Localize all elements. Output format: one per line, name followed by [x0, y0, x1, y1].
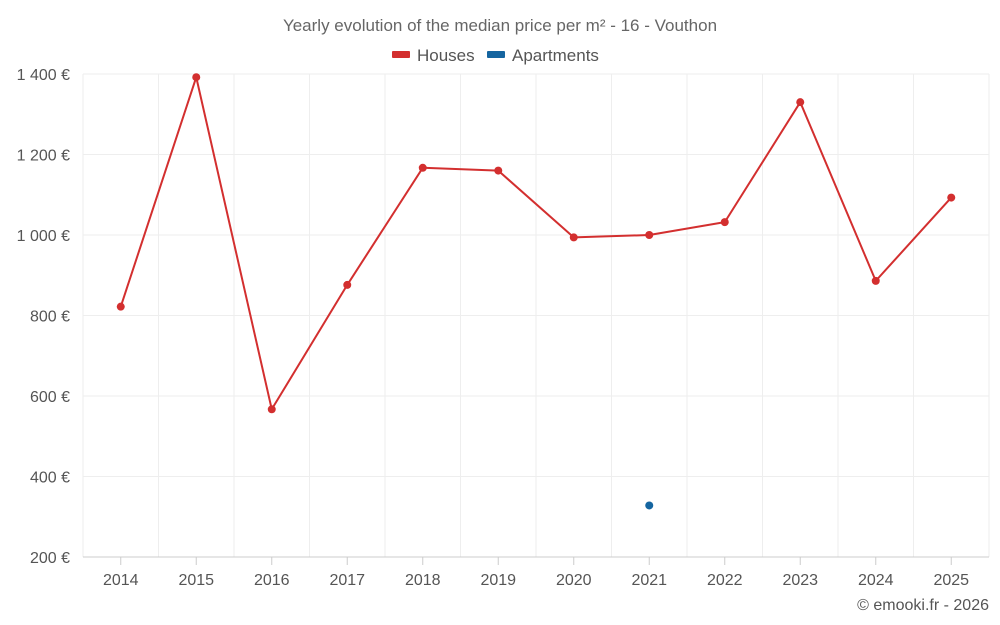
- x-tick-label: 2014: [103, 572, 139, 589]
- data-point-houses[interactable]: [871, 276, 880, 285]
- series-layer: [116, 73, 956, 510]
- data-point-houses[interactable]: [645, 231, 654, 239]
- x-tick-label: 2025: [933, 572, 969, 589]
- y-axis-ticks: 200 € 400 € 600 € 800 € 1 000 € 1 200 € 1 400 …: [17, 67, 70, 567]
- y-tick-label: 1 200 €: [17, 148, 70, 165]
- x-tick-label: 2019: [480, 572, 516, 589]
- copyright-text: © emooki.fr - 2026: [857, 597, 989, 614]
- x-tick-label: 2024: [858, 572, 894, 589]
- x-tick-label: 2015: [178, 572, 214, 589]
- data-point-houses[interactable]: [343, 280, 352, 289]
- data-point-houses[interactable]: [720, 218, 729, 227]
- legend-swatch-apartments: [487, 51, 505, 58]
- data-point-houses[interactable]: [418, 163, 427, 172]
- x-tick-label: 2020: [556, 572, 592, 589]
- y-tick-label: 400 €: [30, 470, 70, 487]
- chart-title: Yearly evolution of the median price per…: [283, 16, 717, 35]
- series-line-houses: [119, 76, 952, 411]
- x-tick-label: 2016: [254, 572, 290, 589]
- x-tick-label: 2017: [329, 572, 365, 589]
- x-tick-label: 2023: [782, 572, 818, 589]
- data-point-houses[interactable]: [494, 166, 503, 175]
- x-tick-label: 2021: [631, 572, 667, 589]
- data-point-houses[interactable]: [192, 73, 201, 82]
- data-point-houses[interactable]: [569, 233, 578, 242]
- legend-swatch-houses: [392, 51, 410, 58]
- y-tick-label: 600 €: [30, 389, 70, 406]
- legend-label-houses[interactable]: Houses: [417, 46, 475, 65]
- data-point-houses[interactable]: [116, 302, 125, 311]
- data-point-houses[interactable]: [796, 98, 805, 107]
- data-point-houses[interactable]: [267, 405, 276, 414]
- y-tick-label: 1 400 €: [17, 67, 70, 84]
- x-tick-label: 2022: [707, 572, 743, 589]
- x-axis-ticks: 2014 2015 2016 2017 2018 2019 2020 2021 2022 2023…: [103, 557, 969, 589]
- x-gridlines: [82, 74, 990, 557]
- y-tick-label: 1 000 €: [17, 228, 70, 245]
- data-point-apartments[interactable]: [645, 501, 654, 510]
- legend-label-apartments[interactable]: Apartments: [512, 46, 599, 65]
- y-tick-label: 800 €: [30, 309, 70, 326]
- legend: Houses Apartments: [392, 46, 599, 65]
- y-tick-label: 200 €: [30, 550, 70, 567]
- data-point-houses[interactable]: [947, 193, 956, 202]
- x-tick-label: 2018: [405, 572, 441, 589]
